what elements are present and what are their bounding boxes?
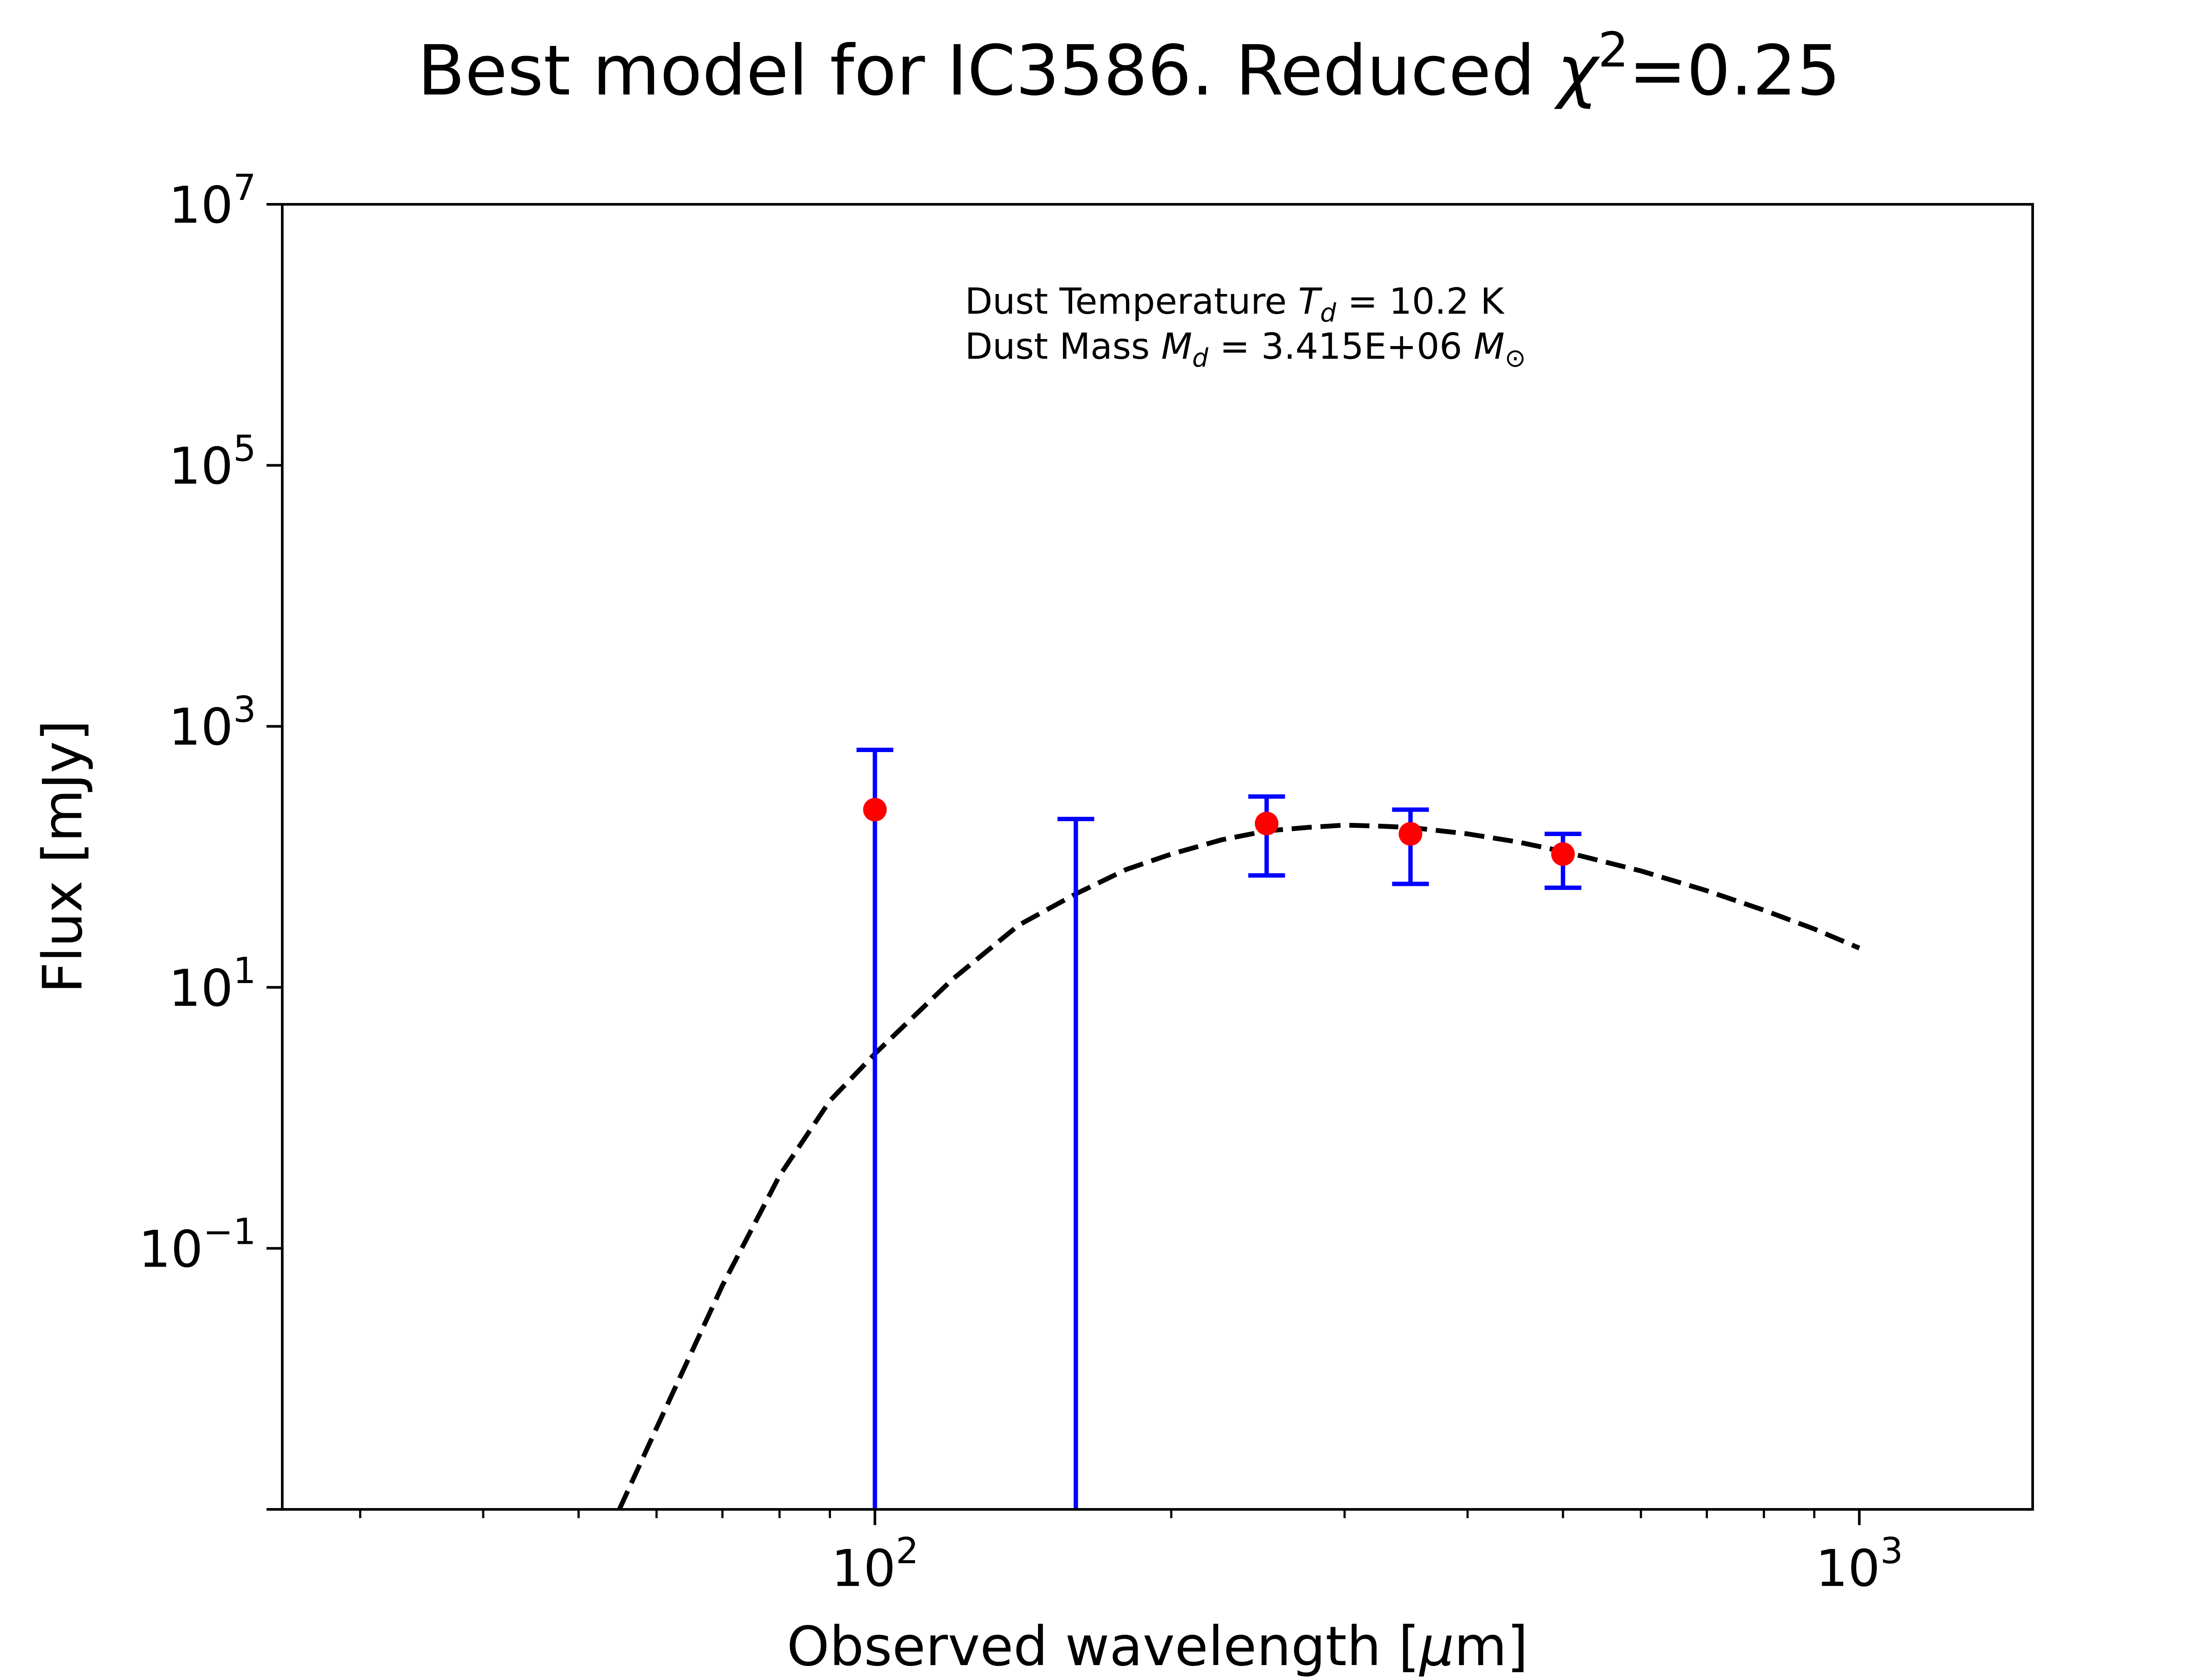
x-axis-label: Observed wavelength [μm] xyxy=(787,1615,1528,1678)
y-tick-label: 101 xyxy=(168,950,256,1018)
y-tick-label: 10−1 xyxy=(139,1211,256,1279)
y-axis-label: Flux [mJy] xyxy=(32,720,95,994)
plot-frame xyxy=(281,203,2034,1511)
data-point-4 xyxy=(1551,842,1575,866)
y-tick-layer: 10−1 101 103 105 107 xyxy=(139,167,282,1511)
x-tick-layer: 102 103 xyxy=(359,1509,1903,1598)
title-suffix: =0.25 xyxy=(1629,31,1841,111)
annotation-dust-temperature: Dust Temperature Td = 10.2 K xyxy=(965,281,1505,328)
data-point-0 xyxy=(863,798,887,822)
x-tick-label: 103 xyxy=(1816,1530,1903,1598)
chart-title: Best model for IC3586. Reduced χ2=0.25 xyxy=(417,22,1841,111)
title-prefix: Best model for IC3586. Reduced xyxy=(417,31,1557,111)
data-point-2 xyxy=(1255,812,1279,836)
y-tick-label: 105 xyxy=(168,428,256,496)
points-layer xyxy=(863,798,1575,866)
title-chi-symbol: χ xyxy=(1553,31,1600,111)
title-exponent: 2 xyxy=(1598,22,1629,78)
y-tick-label: 103 xyxy=(168,689,256,757)
annotation-dust-mass: Dust Mass Md = 3.415E+06 M⊙ xyxy=(965,326,1526,373)
x-tick-label: 102 xyxy=(831,1530,919,1598)
data-point-3 xyxy=(1399,822,1423,846)
y-tick-label: 107 xyxy=(168,167,256,235)
